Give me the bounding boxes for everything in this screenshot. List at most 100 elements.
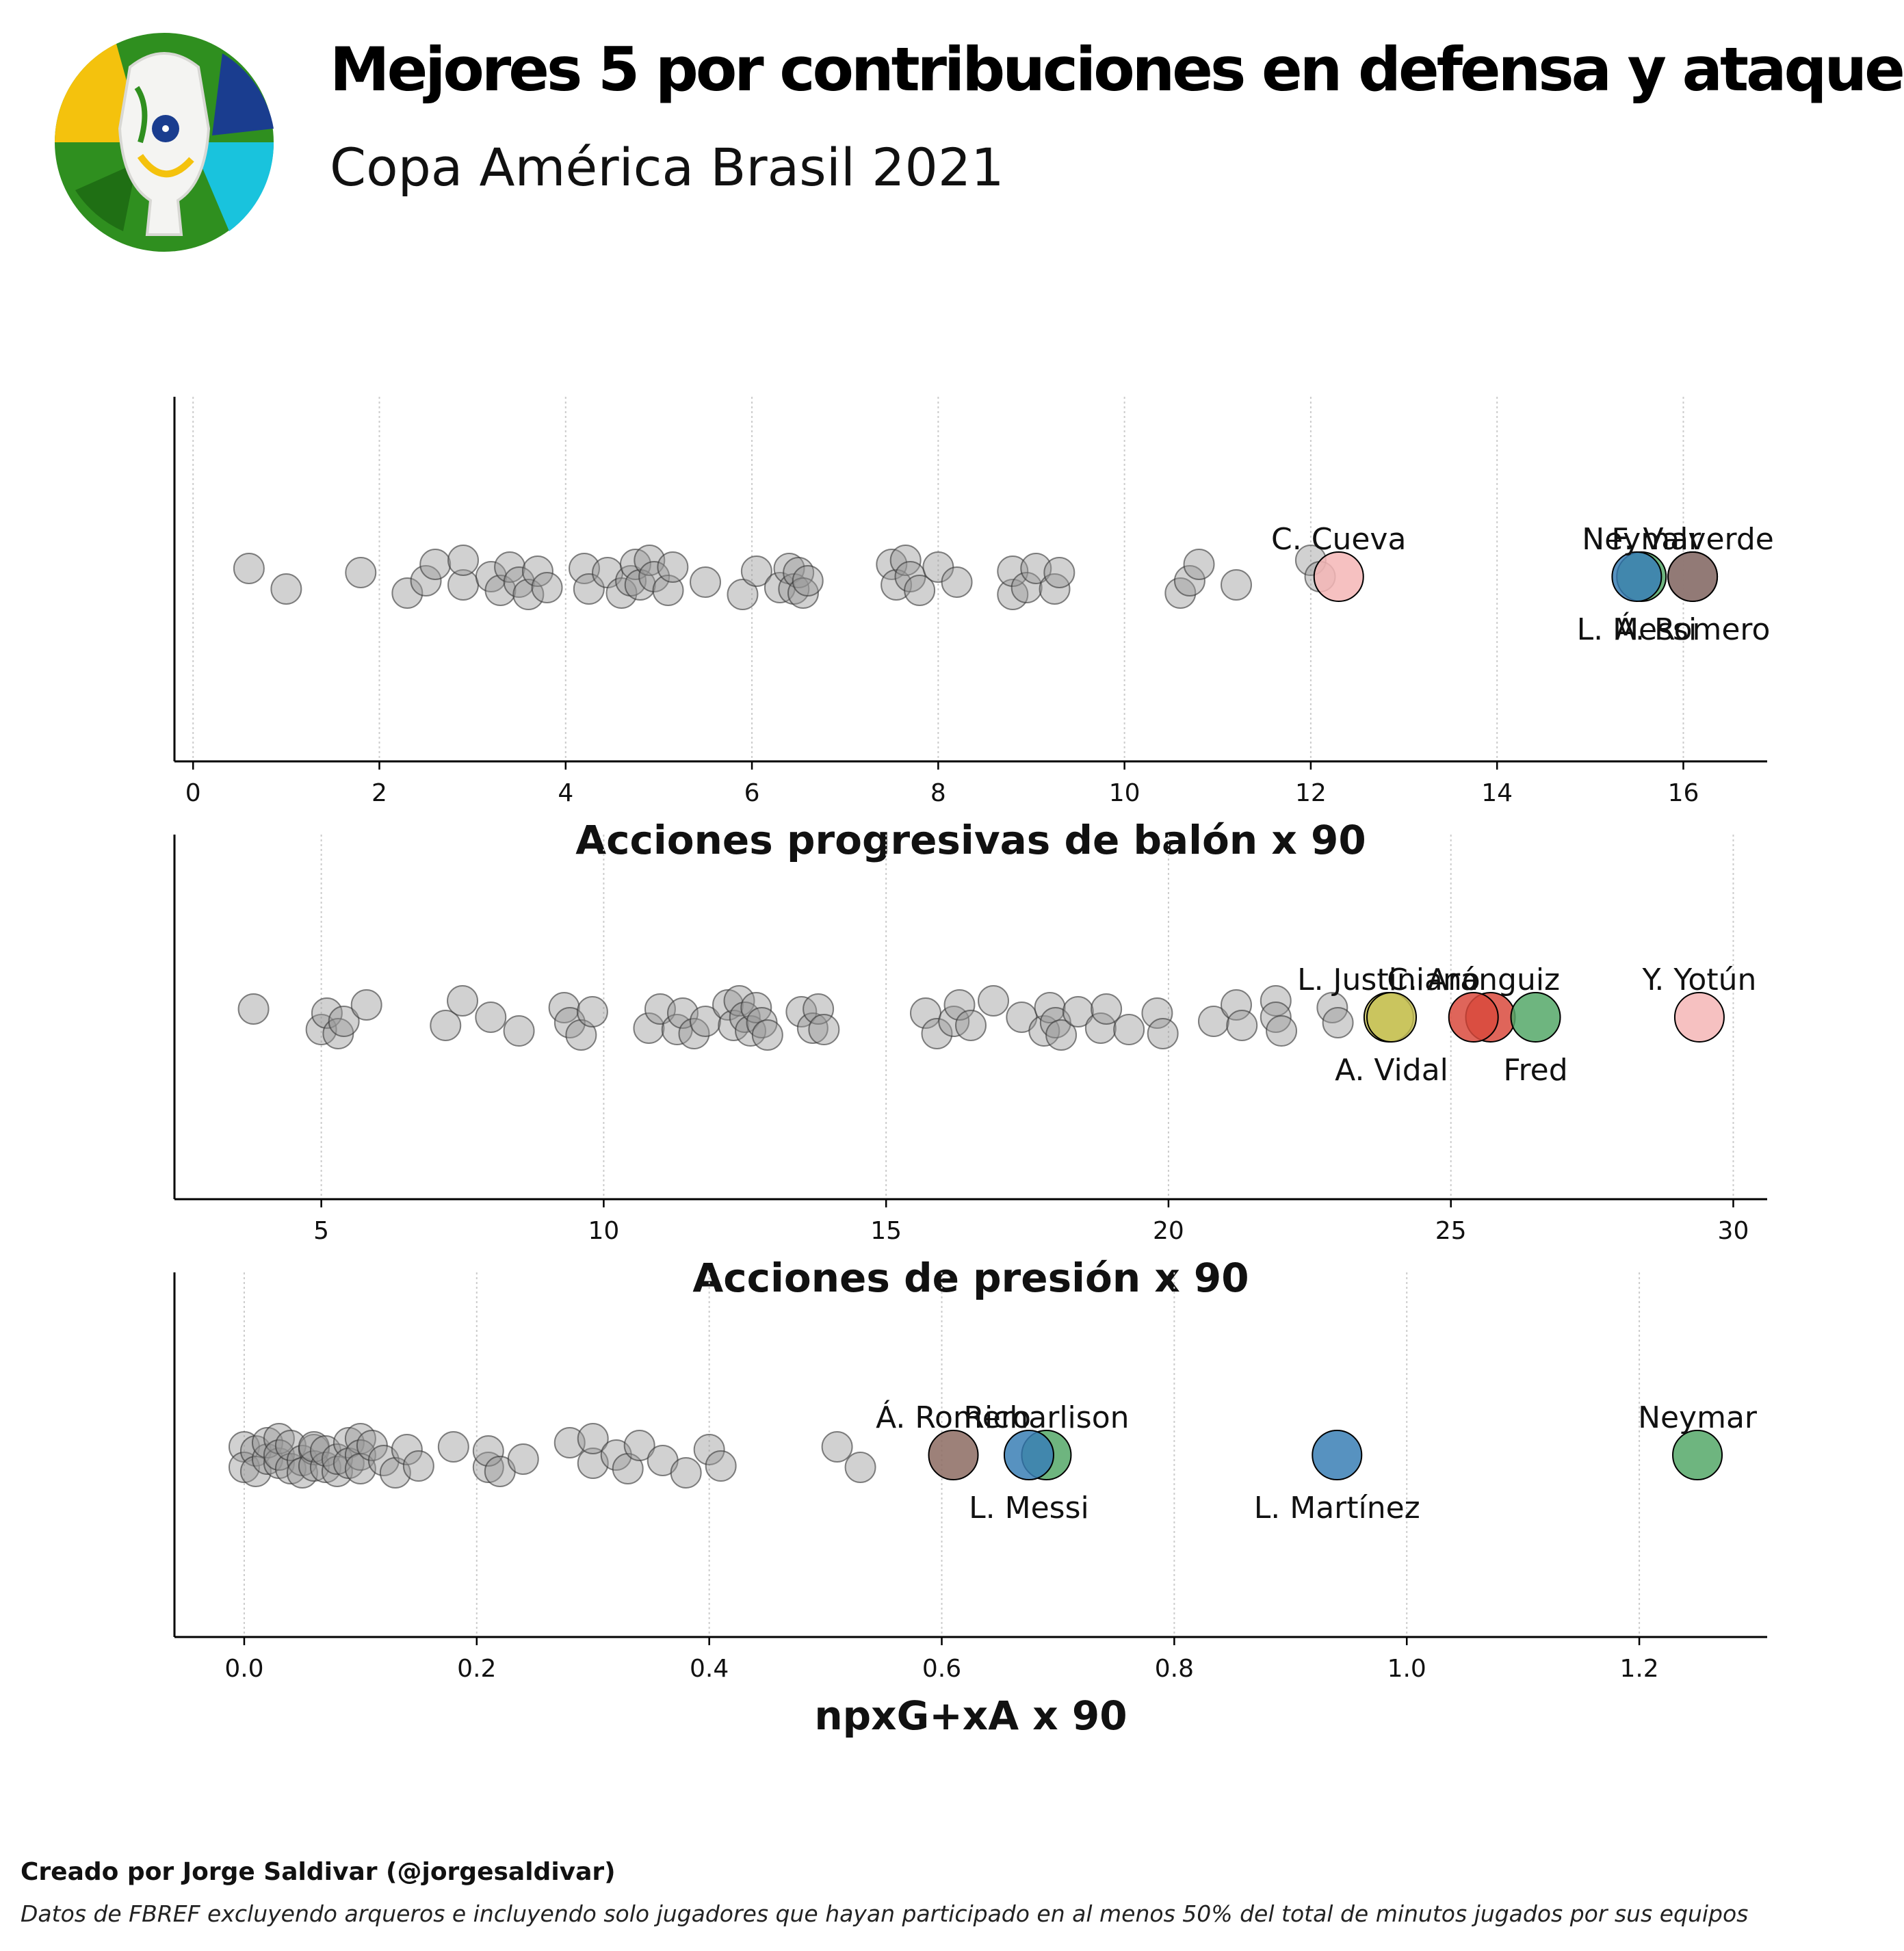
data-point <box>251 1427 283 1458</box>
tick-label: 1.2 <box>1619 1655 1658 1683</box>
data-point <box>1147 1018 1179 1049</box>
tick-label: 5 <box>313 1217 329 1245</box>
data-point <box>391 577 423 609</box>
data-point <box>1084 1012 1117 1044</box>
data-point <box>484 575 517 606</box>
tick-label: 0.0 <box>224 1655 263 1683</box>
data-point <box>678 1018 710 1049</box>
data-point <box>638 561 670 592</box>
player-label: L. Messi <box>1577 612 1697 647</box>
highlighted-point <box>1312 1430 1363 1480</box>
data-point <box>785 996 818 1027</box>
data-point <box>573 573 605 605</box>
data-point <box>723 985 755 1017</box>
data-point <box>311 997 343 1029</box>
charts-container: 0 2 4 6 8 10 12 14 16 Acciones progresivas de bal… <box>173 397 1774 1739</box>
data-point <box>997 555 1029 587</box>
data-point <box>670 1457 702 1489</box>
data-point <box>475 1001 507 1033</box>
tick-label: 0.2 <box>457 1655 496 1683</box>
data-point <box>447 985 479 1017</box>
data-point <box>1010 572 1043 603</box>
data-point <box>727 579 759 610</box>
tick-label: 10 <box>588 1217 619 1245</box>
highlighted-point <box>928 1430 979 1480</box>
data-point <box>657 551 689 583</box>
data-point <box>690 566 721 598</box>
tick-label: 0 <box>185 779 201 807</box>
highlighted-point <box>1366 992 1418 1043</box>
data-point <box>1266 1015 1298 1047</box>
data-point <box>751 1019 783 1051</box>
data-point <box>321 1443 353 1475</box>
data-point <box>690 1006 721 1037</box>
player-label: A. Vidal <box>1335 1053 1448 1088</box>
tick-label: 1.0 <box>1387 1655 1426 1683</box>
tick-label: 0.8 <box>1155 1655 1194 1683</box>
data-point <box>693 1434 725 1465</box>
data-point <box>652 575 684 606</box>
data-point <box>251 1443 283 1475</box>
player-label: Richarlison <box>963 1400 1129 1435</box>
tick-label: 8 <box>930 779 946 807</box>
data-point <box>437 1431 469 1463</box>
data-point <box>844 1452 876 1483</box>
data-point <box>787 577 819 609</box>
data-point <box>1260 985 1292 1017</box>
data-point <box>792 565 824 597</box>
tick-label: 15 <box>870 1217 902 1245</box>
data-point <box>623 1430 655 1461</box>
data-point <box>600 1439 632 1471</box>
data-point <box>808 1014 840 1045</box>
player-label: C. Aránguiz <box>1387 963 1560 997</box>
player-label: C. Cueva <box>1271 522 1406 557</box>
data-point <box>633 1012 665 1044</box>
data-point <box>577 1448 609 1479</box>
data-point <box>1226 1010 1258 1041</box>
data-point <box>921 1018 953 1049</box>
data-point <box>565 1019 597 1051</box>
tick-label: 20 <box>1153 1217 1184 1245</box>
data-point <box>507 1443 539 1475</box>
tick-label: 6 <box>744 779 760 807</box>
data-point <box>410 565 442 597</box>
data-point <box>345 557 377 588</box>
player-label: Á. Romero <box>1615 611 1771 647</box>
data-point <box>1183 549 1215 580</box>
player-label: L. Justiniano <box>1297 963 1481 997</box>
x-axis-title: Acciones de presión x 90 <box>692 1255 1249 1301</box>
data-point <box>569 553 601 584</box>
data-point <box>1173 565 1205 597</box>
tick-label: 0.6 <box>922 1655 961 1683</box>
data-point <box>512 579 545 610</box>
tick-label: 4 <box>558 779 573 807</box>
data-point <box>472 1452 504 1483</box>
tick-label: 10 <box>1109 779 1140 807</box>
data-point <box>955 1010 987 1041</box>
player-label: L. Messi <box>969 1491 1089 1526</box>
highlighted-point <box>1672 1430 1723 1480</box>
x-axis-title: Acciones progresivas de balón x 90 <box>575 817 1366 863</box>
source-note: Datos de FBREF excluyendo arqueros e inc… <box>21 1900 1749 1927</box>
highlighted-point <box>1448 992 1499 1043</box>
highlighted-point <box>1667 551 1719 602</box>
data-point <box>1045 1019 1078 1051</box>
player-label: Neymar <box>1582 522 1701 557</box>
data-point <box>1221 569 1252 601</box>
data-point <box>344 1453 376 1484</box>
data-point <box>803 993 835 1025</box>
data-point <box>309 1452 341 1483</box>
copa-america-logo <box>55 33 274 252</box>
data-point <box>521 555 553 587</box>
data-point <box>941 566 973 598</box>
chart-panel-2: 5 10 15 20 25 30 Acciones de presión x 90 L. Ju… <box>173 835 1767 1301</box>
tick-label: 2 <box>371 779 387 807</box>
highlighted-point <box>1003 1430 1054 1480</box>
chart-panel-1: 0 2 4 6 8 10 12 14 16 Acciones progresivas de bal… <box>173 397 1774 863</box>
data-point <box>783 557 815 588</box>
data-point <box>1197 1006 1229 1037</box>
player-label: Fred <box>1503 1053 1567 1088</box>
player-label: Y. Yotún <box>1641 963 1756 997</box>
data-point <box>718 1010 750 1041</box>
data-point <box>740 555 772 587</box>
